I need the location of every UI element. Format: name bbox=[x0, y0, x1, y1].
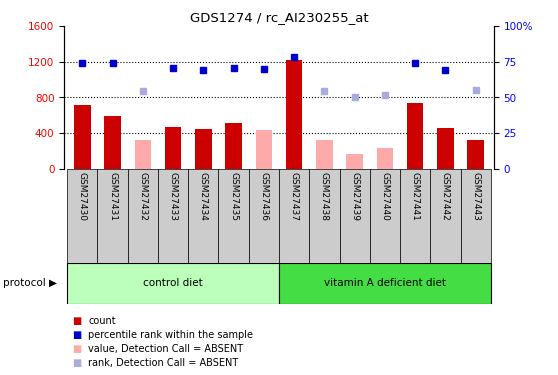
Bar bbox=[437, 128, 454, 169]
Bar bbox=[377, 148, 393, 169]
Text: GSM27431: GSM27431 bbox=[108, 171, 117, 220]
Text: GSM27438: GSM27438 bbox=[320, 171, 329, 220]
FancyBboxPatch shape bbox=[430, 169, 460, 262]
FancyBboxPatch shape bbox=[158, 169, 188, 262]
Text: GSM27442: GSM27442 bbox=[441, 171, 450, 220]
Text: protocol ▶: protocol ▶ bbox=[3, 278, 57, 288]
FancyBboxPatch shape bbox=[279, 169, 309, 262]
Text: percentile rank within the sample: percentile rank within the sample bbox=[88, 330, 253, 340]
Bar bbox=[316, 140, 333, 169]
Bar bbox=[256, 130, 272, 169]
Text: ■: ■ bbox=[73, 316, 82, 326]
Bar bbox=[165, 127, 181, 169]
Bar bbox=[407, 103, 424, 169]
Text: value, Detection Call = ABSENT: value, Detection Call = ABSENT bbox=[88, 344, 243, 354]
Bar bbox=[347, 154, 363, 169]
Title: GDS1274 / rc_AI230255_at: GDS1274 / rc_AI230255_at bbox=[190, 11, 368, 24]
Text: GSM27441: GSM27441 bbox=[411, 171, 420, 220]
Text: GSM27439: GSM27439 bbox=[350, 171, 359, 220]
FancyBboxPatch shape bbox=[279, 262, 491, 304]
FancyBboxPatch shape bbox=[370, 169, 400, 262]
FancyBboxPatch shape bbox=[128, 169, 158, 262]
Bar bbox=[286, 60, 302, 169]
Text: GSM27440: GSM27440 bbox=[381, 171, 389, 220]
FancyBboxPatch shape bbox=[67, 169, 98, 262]
Bar bbox=[74, 105, 90, 169]
Text: ■: ■ bbox=[73, 344, 82, 354]
Text: count: count bbox=[88, 316, 116, 326]
Text: GSM27436: GSM27436 bbox=[259, 171, 268, 220]
Text: rank, Detection Call = ABSENT: rank, Detection Call = ABSENT bbox=[88, 358, 238, 368]
Bar bbox=[104, 116, 121, 169]
FancyBboxPatch shape bbox=[460, 169, 491, 262]
Text: GSM27434: GSM27434 bbox=[199, 171, 208, 220]
Text: GSM27437: GSM27437 bbox=[290, 171, 299, 220]
Text: GSM27432: GSM27432 bbox=[138, 171, 147, 220]
Bar bbox=[468, 140, 484, 169]
FancyBboxPatch shape bbox=[67, 262, 279, 304]
Text: ■: ■ bbox=[73, 358, 82, 368]
Text: GSM27430: GSM27430 bbox=[78, 171, 87, 220]
Text: GSM27435: GSM27435 bbox=[229, 171, 238, 220]
Text: control diet: control diet bbox=[143, 278, 203, 288]
FancyBboxPatch shape bbox=[219, 169, 249, 262]
FancyBboxPatch shape bbox=[309, 169, 339, 262]
Text: ■: ■ bbox=[73, 330, 82, 340]
FancyBboxPatch shape bbox=[98, 169, 128, 262]
Text: GSM27433: GSM27433 bbox=[169, 171, 177, 220]
Text: GSM27443: GSM27443 bbox=[471, 171, 480, 220]
Bar bbox=[225, 123, 242, 169]
Bar bbox=[134, 140, 151, 169]
Text: vitamin A deficient diet: vitamin A deficient diet bbox=[324, 278, 446, 288]
FancyBboxPatch shape bbox=[339, 169, 370, 262]
FancyBboxPatch shape bbox=[400, 169, 430, 262]
Bar bbox=[195, 129, 211, 169]
FancyBboxPatch shape bbox=[188, 169, 219, 262]
FancyBboxPatch shape bbox=[249, 169, 279, 262]
